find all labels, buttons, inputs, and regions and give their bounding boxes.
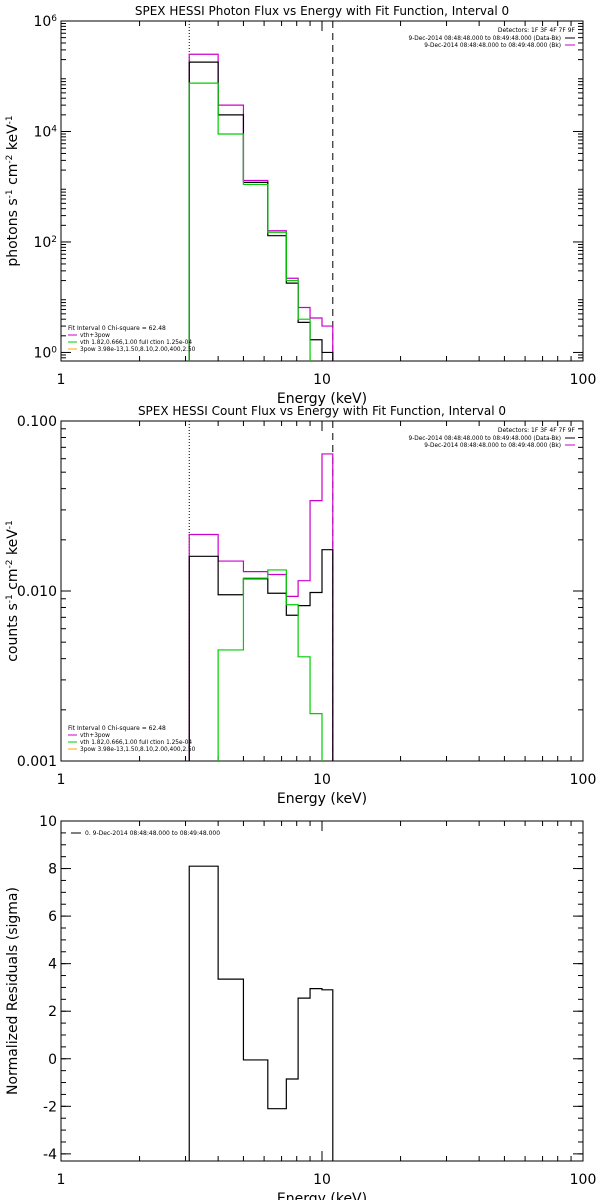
x-axis-ticks [60,821,584,1161]
x-tick-label: 10 [313,372,331,388]
x-axis-label: Energy (keV) [277,791,367,807]
x-tick-label: 1 [57,372,66,388]
legend-entry: 0. 9-Dec-2014 08:48:48.000 to 08:49:48.0… [85,830,220,837]
y-tick-label: 10 [39,814,57,830]
x-axis-ticks [60,421,584,761]
x-axis-ticks [60,21,584,361]
y-tick-label: 0.001 [17,754,57,770]
data-series-3 [188,82,311,361]
data-series-1 [188,865,334,1161]
x-axis-label: Energy (keV) [277,1191,367,1200]
x-tick-label: 10 [313,772,331,788]
chart-title: SPEX HESSI Photon Flux vs Energy with Fi… [135,4,509,18]
chart-title: SPEX HESSI Count Flux vs Energy with Fit… [138,404,506,418]
legend-entry: 9-Dec-2014 08:48:48.000 to 08:49:48.000 … [409,436,562,442]
plot-frame [60,20,584,362]
legend-entry: 9-Dec-2014 08:48:48.000 to 08:49:48.000 … [409,36,562,42]
y-axis-label: photons s-1 cm-2 keV-1 [5,115,21,266]
x-axis-label: Energy (keV) [277,391,367,407]
legend-entry: vth 1.82,0.666,1.00 full ction 1.25e-04 [80,340,192,346]
y-tick-label: 2 [48,1004,57,1020]
panel-2: SPEX HESSI Count Flux vs Energy with Fit… [5,404,596,807]
y-tick-label: -4 [43,1147,57,1163]
legend-entry: vth 1.82,0.666,1.00 full ction 1.25e-04 [80,740,192,746]
y-tick-label: 0.010 [17,584,57,600]
legend-fit-info: Fit Interval 0 Chi-square = 62.48 [68,325,166,332]
panel-1: SPEX HESSI Photon Flux vs Energy with Fi… [5,4,596,407]
y-axis-label: Normalized Residuals (sigma) [5,887,21,1095]
legend-detectors: Detectors: 1F 3F 4F 7F 9F [498,27,576,34]
y-axis-ticks [61,820,583,1155]
data-series-2 [188,549,334,761]
x-tick-label: 1 [57,1172,66,1188]
x-tick-label: 100 [570,772,597,788]
legend-detectors: Detectors: 1F 3F 4F 7F 9F [498,427,576,434]
x-tick-label: 100 [570,1172,597,1188]
legend-entry: 9-Dec-2014 08:48:48.000 to 08:49:48.000 … [424,43,561,49]
legend-entry: vth+3pow [80,733,110,739]
panel-3: 1 10 100 Energy (keV) -4 -2 0 2 4 6 8 10 Normalized … [5,814,596,1200]
plot-frame [60,820,584,1162]
legend-entry: 3pow 3.98e-13,1.50,8.10,2.00,400,2.50 [80,347,196,353]
y-tick-label: 8 [48,862,57,878]
legend-fit-info: Fit Interval 0 Chi-square = 62.48 [68,725,166,732]
y-axis-label: counts s-1 cm-2 keV-1 [5,520,21,662]
legend-entry: 9-Dec-2014 08:48:48.000 to 08:49:48.000 … [424,443,561,449]
y-tick-label: 4 [48,957,57,973]
y-tick-label: 6 [48,909,57,925]
y-tick-label: 0 [48,1052,57,1068]
y-tick-label: -2 [43,1099,57,1115]
y-axis-ticks [61,420,583,762]
data-series-2 [188,61,334,361]
data-series-3 [217,569,323,761]
x-tick-label: 10 [313,1172,331,1188]
legend-entry: vth+3pow [80,333,110,339]
y-axis-ticks [61,20,583,362]
y-tick-label: 0.100 [17,414,57,430]
x-tick-label: 100 [570,372,597,388]
data-series-1 [188,53,334,361]
y-tick-label: 102 [33,235,57,251]
legend-entry: 3pow 3.98e-13,1.50,8.10,2.00,400,2.50 [80,747,196,753]
y-tick-label: 104 [33,124,57,140]
x-tick-label: 1 [57,772,66,788]
y-tick-label: 100 [33,345,57,361]
data-series-1 [188,453,334,761]
y-tick-label: 106 [33,14,57,30]
